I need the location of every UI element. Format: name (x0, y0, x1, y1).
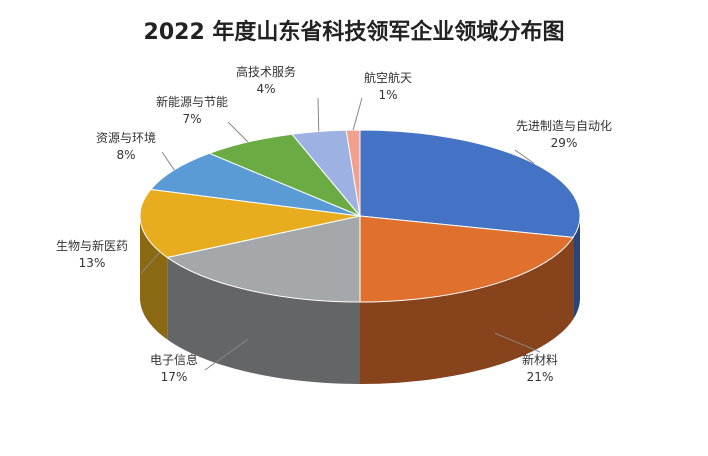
leader-line-4 (161, 151, 175, 171)
label-0: 先进制造与自动化 29% (516, 119, 613, 150)
label-2: 电子信息 17% (150, 353, 199, 384)
slice-4 (149, 152, 361, 217)
leader-line-1 (494, 332, 541, 353)
slice-side-3 (140, 216, 168, 340)
slice-3 (139, 188, 361, 258)
slice-1 (359, 215, 574, 303)
label-7: 航空航天 1% (364, 71, 413, 102)
leader-line-7 (352, 97, 363, 131)
slice-2 (165, 215, 361, 303)
slice-7 (345, 129, 361, 217)
label-4: 资源与环境 8% (96, 131, 157, 162)
label-3: 生物与新医药 13% (56, 239, 129, 270)
chart-title: 2022 年度山东省科技领军企业领域分布图 (143, 20, 565, 45)
label-5: 新能源与节能 7% (156, 95, 229, 126)
leader-line-6 (317, 97, 320, 132)
leader-line-3 (140, 251, 161, 274)
slice-side-0 (573, 216, 580, 320)
leader-line-5 (227, 121, 249, 143)
label-6: 高技术服务 4% (236, 65, 297, 96)
slice-side-1 (360, 237, 574, 384)
slice-side-2 (167, 257, 360, 384)
leader-line-2 (204, 338, 249, 371)
label-1: 新材料 21% (522, 353, 559, 384)
leader-line-0 (514, 149, 535, 164)
